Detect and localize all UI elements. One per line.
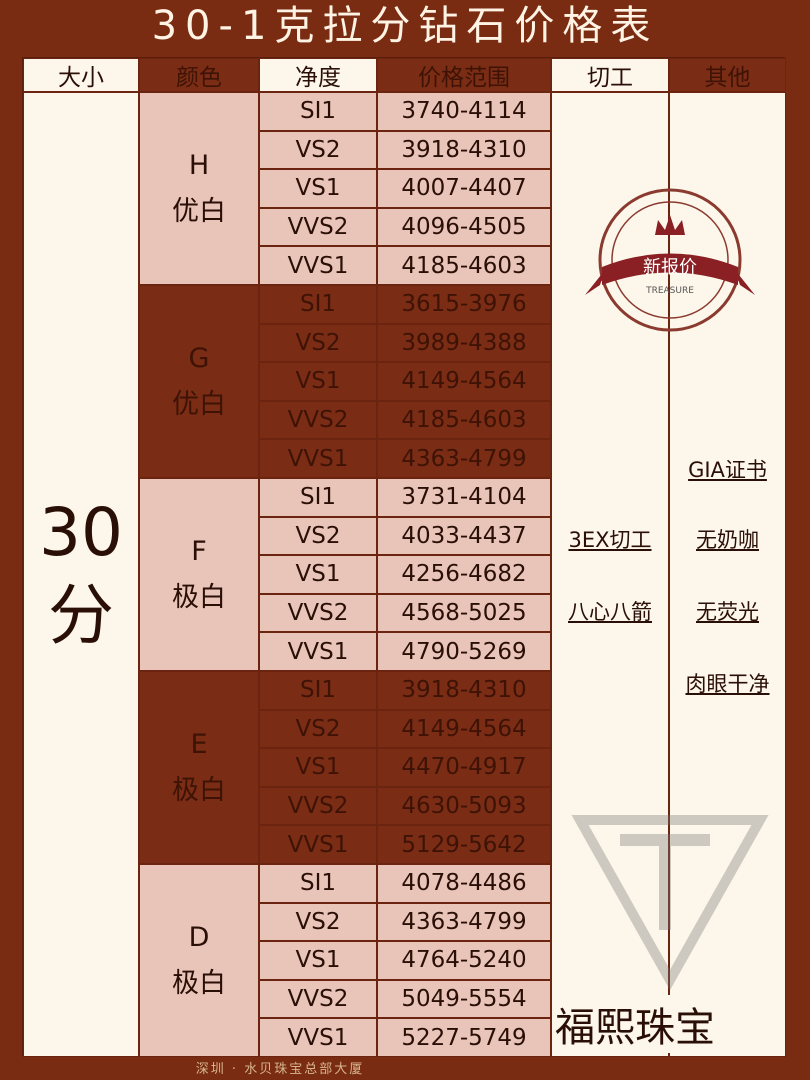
price-range-cell: 3918-4310 xyxy=(377,130,551,170)
grade-desc: 极白 xyxy=(172,581,226,613)
clarity-cell: VS1 xyxy=(259,362,377,401)
clarity-cell: VS1 xyxy=(259,748,377,787)
clarity-cell: VVS1 xyxy=(259,632,377,671)
price-range-cell: 3731-4104 xyxy=(377,478,551,517)
price-table: 大小 颜色 净度 价格范围 切工 其他 30 分 H 优白 SI1 3740-4114 VS2 3918-… xyxy=(22,57,786,1057)
crown-icon xyxy=(655,215,685,235)
grade-desc: 优白 xyxy=(172,195,226,227)
price-range-cell: 4078-4486 xyxy=(377,864,551,903)
other-note: 无奶咖 xyxy=(696,528,759,552)
clarity-cell: VS1 xyxy=(259,169,377,208)
other-note: GIA证书 xyxy=(688,458,767,482)
cut-note: 3EX切工 xyxy=(568,528,652,552)
clarity-cell: VVS2 xyxy=(259,979,377,1019)
price-range-cell: 4363-4799 xyxy=(377,439,551,478)
grade-letter: H xyxy=(188,149,210,181)
price-range-cell: 4790-5269 xyxy=(377,632,551,671)
other-note: 肉眼干净 xyxy=(685,672,770,696)
stamp-sub: TREASURE xyxy=(645,286,694,296)
price-range-cell: 5129-5642 xyxy=(377,825,551,864)
column-header: 价格范围 xyxy=(377,58,551,92)
clarity-cell: VS2 xyxy=(259,902,377,942)
price-range-cell: 4185-4603 xyxy=(377,400,551,440)
new-price-stamp: 新报价 TREASURE xyxy=(585,188,755,332)
cut-column xyxy=(551,92,669,1057)
clarity-cell: VS1 xyxy=(259,941,377,980)
clarity-cell: VVS2 xyxy=(259,400,377,440)
grade-letter: E xyxy=(190,728,208,760)
price-range-cell: 3989-4388 xyxy=(377,323,551,363)
clarity-cell: SI1 xyxy=(259,285,377,324)
footer-address: 深圳 · 水贝珠宝总部大厦 xyxy=(195,1062,365,1077)
clarity-cell: VS2 xyxy=(259,516,377,556)
price-range-cell: 4096-4505 xyxy=(377,207,551,247)
page-title: 30-1克拉分钻石价格表 xyxy=(151,3,659,49)
clarity-cell: VVS1 xyxy=(259,825,377,864)
grade-desc: 极白 xyxy=(172,774,226,806)
clarity-cell: VS1 xyxy=(259,555,377,594)
clarity-cell: VVS2 xyxy=(259,593,377,633)
price-range-cell: 3740-4114 xyxy=(377,92,551,131)
price-range-cell: 4568-5025 xyxy=(377,593,551,633)
size-number: 30 xyxy=(39,494,123,571)
column-header: 其他 xyxy=(669,58,786,92)
price-range-cell: 3615-3976 xyxy=(377,285,551,324)
clarity-cell: VS2 xyxy=(259,709,377,749)
price-range-cell: 4033-4437 xyxy=(377,516,551,556)
clarity-cell: VS2 xyxy=(259,323,377,363)
grade-desc: 优白 xyxy=(172,388,226,420)
price-range-cell: 4007-4407 xyxy=(377,169,551,208)
price-range-cell: 5227-5749 xyxy=(377,1018,551,1057)
brand-name: 福熙珠宝 xyxy=(555,995,715,1053)
price-range-cell: 4363-4799 xyxy=(377,902,551,942)
clarity-cell: SI1 xyxy=(259,92,377,131)
color-grade-cell: G 优白 xyxy=(139,285,259,478)
clarity-cell: VVS1 xyxy=(259,439,377,478)
other-note: 无荧光 xyxy=(696,600,759,624)
price-range-cell: 4630-5093 xyxy=(377,786,551,826)
color-grade-cell: D 极白 xyxy=(139,864,259,1057)
brand-diamond-logo xyxy=(571,815,769,990)
price-range-cell: 4764-5240 xyxy=(377,941,551,980)
grade-letter: G xyxy=(188,342,210,374)
grade-desc: 极白 xyxy=(172,967,226,999)
color-grade-cell: E 极白 xyxy=(139,671,259,864)
price-range-cell: 4149-4564 xyxy=(377,709,551,749)
column-header: 颜色 xyxy=(139,58,259,92)
price-range-cell: 5049-5554 xyxy=(377,979,551,1019)
price-range-cell: 4185-4603 xyxy=(377,246,551,285)
clarity-cell: VS2 xyxy=(259,130,377,170)
color-grade-cell: F 极白 xyxy=(139,478,259,671)
stamp-main: 新报价 xyxy=(643,257,697,278)
column-header: 切工 xyxy=(551,58,669,92)
price-range-cell: 4149-4564 xyxy=(377,362,551,401)
price-range-cell: 3918-4310 xyxy=(377,671,551,710)
clarity-cell: SI1 xyxy=(259,478,377,517)
clarity-cell: SI1 xyxy=(259,864,377,903)
column-header: 净度 xyxy=(259,58,377,92)
price-range-cell: 4256-4682 xyxy=(377,555,551,594)
cut-note: 八心八箭 xyxy=(568,600,652,624)
grade-letter: F xyxy=(191,535,207,567)
size-cell: 30 分 xyxy=(23,92,139,1057)
clarity-cell: VVS1 xyxy=(259,1018,377,1057)
clarity-cell: SI1 xyxy=(259,671,377,710)
column-header: 大小 xyxy=(23,58,139,92)
clarity-cell: VVS2 xyxy=(259,207,377,247)
clarity-cell: VVS1 xyxy=(259,246,377,285)
grade-letter: D xyxy=(188,921,210,953)
price-range-cell: 4470-4917 xyxy=(377,748,551,787)
size-unit: 分 xyxy=(48,576,114,654)
clarity-cell: VVS2 xyxy=(259,786,377,826)
color-grade-cell: H 优白 xyxy=(139,92,259,285)
